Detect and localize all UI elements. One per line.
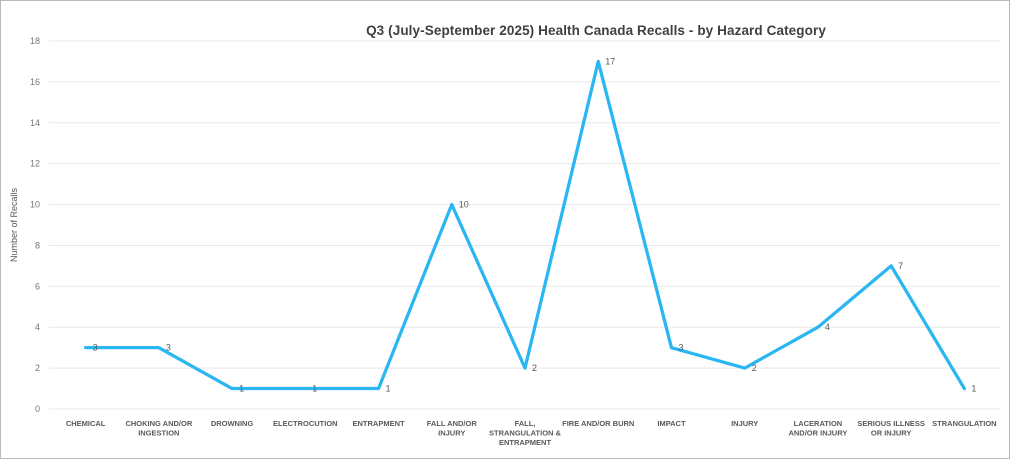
y-tick-label: 8 [35, 240, 40, 250]
x-category-label: STRANGULATION & [489, 429, 562, 438]
y-tick-label: 4 [35, 322, 40, 332]
x-category-label: FALL AND/OR [427, 419, 478, 428]
x-category-label: INGESTION [138, 429, 179, 438]
y-tick-label: 14 [30, 118, 40, 128]
data-label: 3 [93, 343, 98, 353]
chart-title: Q3 (July-September 2025) Health Canada R… [366, 23, 826, 38]
x-category-label: OR INJURY [871, 429, 912, 438]
x-category-label: FALL, [515, 419, 536, 428]
data-label: 1 [971, 384, 976, 394]
x-category-label: ENTRAPMENT [499, 438, 552, 447]
y-axis-title: Number of Recalls [9, 187, 19, 262]
data-label: 7 [898, 261, 903, 271]
x-category-label: CHOKING AND/OR [125, 419, 192, 428]
x-category-label: INJURY [438, 429, 465, 438]
data-label: 1 [386, 384, 391, 394]
data-label: 2 [752, 363, 757, 373]
x-category-label: ELECTROCUTION [273, 419, 338, 428]
data-label: 2 [532, 363, 537, 373]
data-label: 4 [825, 322, 830, 332]
x-category-label: IMPACT [657, 419, 686, 428]
data-label: 1 [239, 384, 244, 394]
y-tick-label: 16 [30, 77, 40, 87]
data-label: 17 [605, 56, 615, 66]
x-category-label: LACERATION [794, 419, 843, 428]
y-tick-label: 12 [30, 159, 40, 169]
x-category-label: FIRE AND/OR BURN [562, 419, 634, 428]
y-tick-label: 10 [30, 200, 40, 210]
y-tick-label: 0 [35, 404, 40, 414]
x-category-label: DROWNING [211, 419, 254, 428]
data-label: 1 [312, 384, 317, 394]
x-category-label: CHEMICAL [66, 419, 106, 428]
x-category-label: SERIOUS ILLNESS [857, 419, 925, 428]
x-category-label: ENTRAPMENT [352, 419, 405, 428]
x-category-label: INJURY [731, 419, 758, 428]
x-category-label: AND/OR INJURY [788, 429, 847, 438]
data-line [83, 59, 967, 391]
data-label: 3 [166, 343, 171, 353]
y-tick-label: 6 [35, 281, 40, 291]
data-label: 10 [459, 200, 469, 210]
x-category-label: STRANGULATION [932, 419, 996, 428]
y-tick-label: 18 [30, 36, 40, 46]
data-label: 3 [678, 343, 683, 353]
y-tick-label: 2 [35, 363, 40, 373]
